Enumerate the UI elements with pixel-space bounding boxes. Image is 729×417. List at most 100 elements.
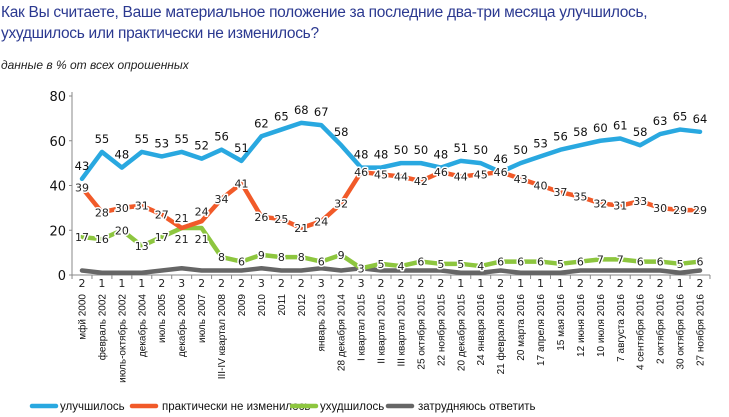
data-label-series-1: 43	[514, 173, 528, 186]
data-label-series-1: 34	[215, 193, 229, 206]
data-label-series-2: 6	[318, 256, 325, 269]
data-label-series-2: 9	[258, 249, 265, 262]
data-label-series-2: 17	[75, 231, 89, 244]
data-label-series-0: 65	[274, 110, 289, 124]
legend-label: улучшилось	[60, 401, 125, 413]
data-label-series-1: 28	[95, 206, 109, 219]
x-tick-label: 20 декабря 2015	[455, 294, 467, 372]
data-label-series-1: 29	[693, 204, 707, 217]
x-tick-label: II квартал 2015	[377, 294, 388, 364]
data-label-series-0: 50	[394, 143, 409, 157]
data-label-series-2: 6	[517, 256, 524, 269]
x-tick-label: мфй 2000	[77, 294, 89, 340]
data-label-series-1: 37	[553, 186, 567, 199]
data-label-series-3: 2	[417, 277, 424, 290]
data-label-series-2: 4	[397, 260, 404, 273]
x-tick-label: 27 ноября 2016	[695, 294, 707, 366]
x-tick-label: 30 октября 2016	[675, 294, 687, 370]
data-label-series-3: 1	[517, 277, 524, 290]
data-label-series-0: 52	[194, 139, 209, 153]
data-label-series-3: 2	[158, 277, 165, 290]
data-label-series-0: 62	[254, 116, 269, 130]
data-label-series-2: 3	[358, 262, 365, 275]
data-label-series-1: 31	[135, 200, 149, 213]
x-tick-label: 12 июня 2016	[576, 294, 587, 357]
x-tick-label: июль 2005	[157, 294, 168, 343]
data-label-series-2: 17	[155, 231, 169, 244]
data-label-series-1: 40	[534, 180, 548, 193]
x-tick-label: III-IV квартал 2008	[217, 294, 228, 380]
data-label-series-1: 24	[314, 215, 328, 228]
data-label-series-2: 21	[175, 233, 189, 246]
data-label-series-1: 44	[394, 171, 408, 184]
data-label-series-1: 46	[354, 166, 368, 179]
data-label-series-2: 8	[298, 251, 305, 264]
series-line-0	[79, 120, 703, 182]
data-label-series-2: 21	[195, 233, 209, 246]
x-tick-label: июль-октябрь 2002	[116, 294, 128, 383]
data-label-series-1: 26	[254, 211, 268, 224]
chart-title: Как Вы считаете, Ваше материальное полож…	[1, 4, 648, 42]
x-tick-label: 15 мая 2016	[556, 294, 567, 351]
data-label-series-3: 1	[118, 277, 125, 290]
data-label-series-0: 51	[234, 141, 249, 155]
data-label-series-0: 48	[354, 148, 369, 162]
data-label-series-3: 3	[358, 277, 365, 290]
data-label-series-2: 6	[657, 256, 664, 269]
data-label-series-1: 29	[673, 204, 687, 217]
data-label-series-2: 6	[537, 256, 544, 269]
data-label-series-2: 13	[135, 240, 149, 253]
x-tick-label: 2009	[237, 294, 248, 317]
x-tick-label: 2010	[257, 294, 268, 317]
x-tick-label: февраль 2002	[96, 294, 108, 361]
data-label-series-3: 2	[238, 277, 245, 290]
data-label-series-1: 41	[234, 177, 248, 190]
data-label-series-0: 67	[314, 105, 329, 119]
data-label-series-3: 2	[278, 277, 285, 290]
legend-label: практически не изменилось	[162, 401, 310, 413]
data-label-series-3: 2	[597, 277, 604, 290]
x-tick-label: 7 августа 2016	[616, 294, 627, 362]
data-label-series-0: 64	[693, 112, 708, 126]
data-label-series-1: 46	[494, 166, 508, 179]
series-line-1	[79, 169, 703, 231]
data-label-series-2: 8	[278, 251, 285, 264]
data-label-series-0: 50	[473, 143, 488, 157]
data-label-series-1: 32	[593, 197, 607, 210]
data-label-series-2: 5	[557, 258, 564, 271]
data-label-series-0: 61	[613, 119, 628, 133]
data-label-series-0: 56	[553, 130, 568, 144]
data-label-series-1: 32	[334, 197, 348, 210]
chart-subtitle: данные в % от всех опрошенных	[1, 58, 189, 72]
y-tick-label: 60	[49, 135, 66, 150]
data-label-series-0: 53	[154, 136, 169, 150]
data-label-series-2: 6	[497, 256, 504, 269]
data-label-series-3: 1	[557, 277, 564, 290]
data-label-series-1: 27	[155, 209, 169, 222]
data-label-series-2: 6	[577, 256, 584, 269]
data-label-series-3: 1	[138, 277, 145, 290]
data-label-series-2: 5	[457, 258, 464, 271]
x-tick-label: 17 апреля 2016	[536, 294, 547, 366]
y-tick-label: 20	[49, 224, 66, 239]
data-label-series-0: 50	[513, 143, 528, 157]
y-tick-label: 80	[49, 90, 66, 105]
data-label-series-2: 7	[617, 253, 624, 266]
x-tick-label: декабрь 2006	[176, 294, 188, 358]
data-label-series-2: 16	[95, 233, 109, 246]
data-label-series-3: 2	[198, 277, 205, 290]
data-label-series-1: 42	[414, 175, 428, 188]
data-label-series-0: 68	[294, 103, 309, 117]
x-tick-label: июль 2007	[197, 294, 208, 343]
x-tick-label: декабрь 2004	[136, 294, 148, 358]
x-tick-label: 28 декабря 2014	[336, 294, 348, 372]
data-label-series-1: 21	[294, 222, 308, 235]
data-label-series-3: 3	[178, 277, 185, 290]
data-label-series-1: 21	[175, 212, 189, 225]
data-label-series-3: 2	[218, 277, 225, 290]
data-label-series-0: 60	[593, 121, 608, 135]
x-tick-label: 2 октября 2016	[655, 294, 667, 364]
data-label-series-3: 1	[677, 277, 684, 290]
x-tick-label: 25 октября 2015	[415, 294, 427, 370]
